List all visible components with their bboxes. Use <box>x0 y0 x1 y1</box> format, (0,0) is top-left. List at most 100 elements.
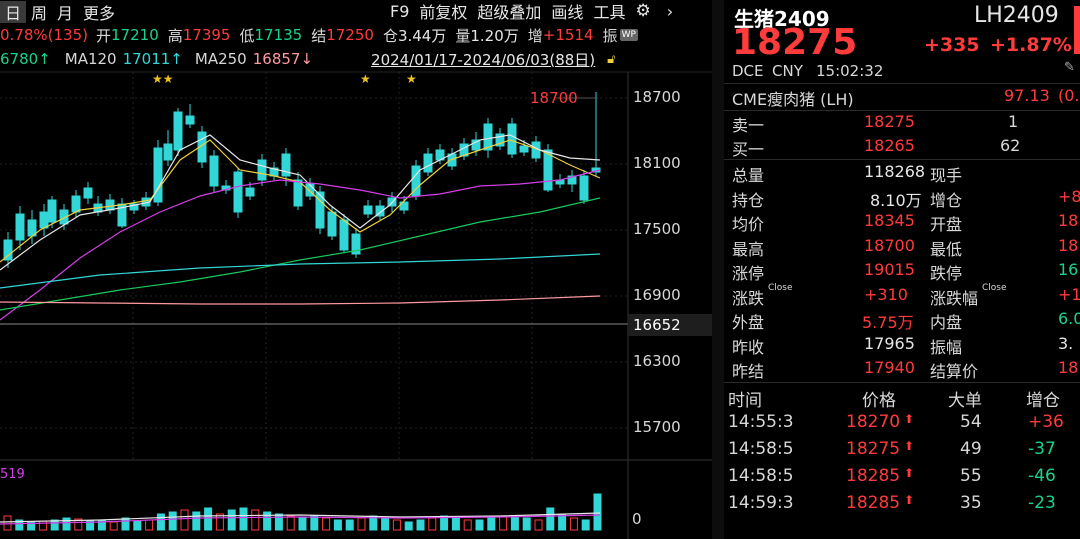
volume-bar <box>404 521 413 531</box>
volume-bar <box>463 519 472 531</box>
candle-body <box>423 153 433 173</box>
candle-body <box>83 187 93 199</box>
candle-body <box>129 203 139 211</box>
volume-bar <box>168 511 177 531</box>
kline-chart-area[interactable]: 日 周 月 更多 F9 前复权 超级叠加 画线 工具 ⚙ › 0.78%(135… <box>0 0 720 539</box>
trades-header-time: 时间 <box>728 391 762 411</box>
stats-label: 现手 <box>930 166 963 185</box>
ma10-line <box>0 139 601 263</box>
y-axis-label: 16300 <box>633 352 681 370</box>
up-arrow-icon: ⬆ <box>904 412 915 426</box>
pencil-icon[interactable]: ✎ <box>1064 60 1075 75</box>
volume-bar <box>215 513 224 531</box>
stats-value: 6.0 <box>1058 309 1080 328</box>
candle-body <box>293 179 303 207</box>
low-value: 17135 <box>254 26 303 44</box>
stats-label: 总量 <box>732 166 765 185</box>
tools-button[interactable]: 工具 <box>593 3 626 22</box>
candle-body <box>351 233 361 255</box>
stats-label: 昨结 <box>732 362 765 381</box>
trade-inc: -23 <box>1028 493 1056 513</box>
volume-bar <box>569 517 578 531</box>
period-more-tab[interactable]: 更多 <box>83 4 116 23</box>
volume-bar <box>86 520 95 531</box>
trade-row[interactable]: 14:59:3 18285 ⬆ 35 -23 <box>724 493 1080 517</box>
volume-zero-label: 0 <box>632 510 642 528</box>
f9-button[interactable]: F9 <box>390 1 410 21</box>
volume-bar <box>192 511 201 531</box>
volume-bar <box>133 520 142 531</box>
star-marker: ★ <box>360 72 371 86</box>
date-range[interactable]: 2024/01/17-2024/06/03(88日) <box>371 50 596 69</box>
candle-body <box>209 155 219 187</box>
low-label: 低 <box>239 26 255 45</box>
ask-row[interactable]: 卖一 18275 1 <box>724 112 1080 136</box>
draw-line-button[interactable]: 画线 <box>551 3 584 22</box>
price-change: +335 <box>924 34 980 56</box>
period-week-tab[interactable]: 周 <box>31 4 48 23</box>
forward-adjust-button[interactable]: 前复权 <box>419 3 468 22</box>
panel-separator[interactable] <box>712 0 724 539</box>
trade-price: 18275 <box>846 439 901 459</box>
stats-value: 18 <box>1058 358 1079 377</box>
volume-bar <box>593 493 602 531</box>
gear-icon[interactable]: ⚙ <box>635 1 651 21</box>
moving-average-row: 6780↑ MA120 17011↑ MA250 16857↓ 2024/01/… <box>0 48 712 70</box>
volume-bar <box>534 519 543 531</box>
y-axis-label: 16900 <box>633 286 681 304</box>
candle-body <box>105 199 115 211</box>
trade-row[interactable]: 14:58:5 18275 ⬆ 49 -37 <box>724 439 1080 463</box>
quote-panel: 生猪2409 LH2409 18275 +335 +1.87% DCE CNY … <box>724 0 1080 539</box>
candle-body <box>3 239 13 261</box>
stats-value: 3. <box>1058 333 1074 353</box>
candle-body <box>399 201 409 211</box>
wp-badge[interactable]: WP <box>619 29 638 41</box>
bid-row[interactable]: 买一 18265 62 <box>724 136 1080 160</box>
open-value: 17210 <box>111 26 159 44</box>
ma120-value: 17011↑ <box>122 50 183 68</box>
candle-body <box>567 175 577 185</box>
volume-bar <box>62 517 71 531</box>
stats-row: 昨结 17940 结算价 18 <box>724 358 1080 382</box>
bid-qty: 62 <box>1000 136 1021 155</box>
candle-body <box>507 123 517 155</box>
lock-icon[interactable]: 🔓︎ <box>607 51 616 67</box>
volume-bar <box>416 519 425 531</box>
trades-header-price: 价格 <box>862 391 896 411</box>
volume-bar <box>499 515 508 531</box>
trade-price: 18270 <box>846 412 901 432</box>
chart-toolbar: 日 周 月 更多 F9 前复权 超级叠加 画线 工具 ⚙ › <box>0 0 712 24</box>
candle-body <box>233 171 243 213</box>
divider <box>724 110 1080 111</box>
quote-summary-row: 0.78%(135) 开 17210 高 17395 低 17135 结 172… <box>0 24 712 46</box>
oi-label: 仓 <box>382 26 398 45</box>
candle-body <box>519 145 529 153</box>
crosshair-value-label: 16652 <box>628 314 712 336</box>
volume-bar <box>381 517 390 531</box>
trades-header-big: 大单 <box>948 391 982 411</box>
trade-time: 14:55:3 <box>728 412 794 432</box>
period-day-tab[interactable]: 日 <box>0 1 27 23</box>
trade-big: 54 <box>960 412 982 432</box>
candle-body <box>305 183 315 197</box>
cme-row[interactable]: CME瘦肉猪 (LH) 97.13 (0. <box>724 86 1080 110</box>
stats-label: 外盘 <box>732 313 765 332</box>
trade-inc: -46 <box>1028 466 1056 486</box>
kline-canvas[interactable] <box>0 0 712 539</box>
chevron-right-icon[interactable]: › <box>666 1 674 21</box>
volume-bar <box>145 519 154 531</box>
volume-bar <box>510 515 519 531</box>
stats-value: 18 <box>1058 211 1079 230</box>
candle-body <box>39 211 49 229</box>
period-month-tab[interactable]: 月 <box>57 4 74 23</box>
trade-row[interactable]: 14:55:3 18270 ⬆ 54 +36 <box>724 412 1080 436</box>
stats-row: 最高 18700 最低 18 <box>724 236 1080 260</box>
super-overlay-button[interactable]: 超级叠加 <box>477 3 542 22</box>
ask-qty: 1 <box>1008 112 1019 131</box>
trade-row[interactable]: 14:58:5 18285 ⬆ 55 -46 <box>724 466 1080 490</box>
ma-first-value: 6780↑ <box>0 50 51 68</box>
stats-label: 开盘 <box>930 215 963 234</box>
stats-label: 最高 <box>732 239 765 259</box>
stats-value: 18 <box>1058 235 1079 255</box>
